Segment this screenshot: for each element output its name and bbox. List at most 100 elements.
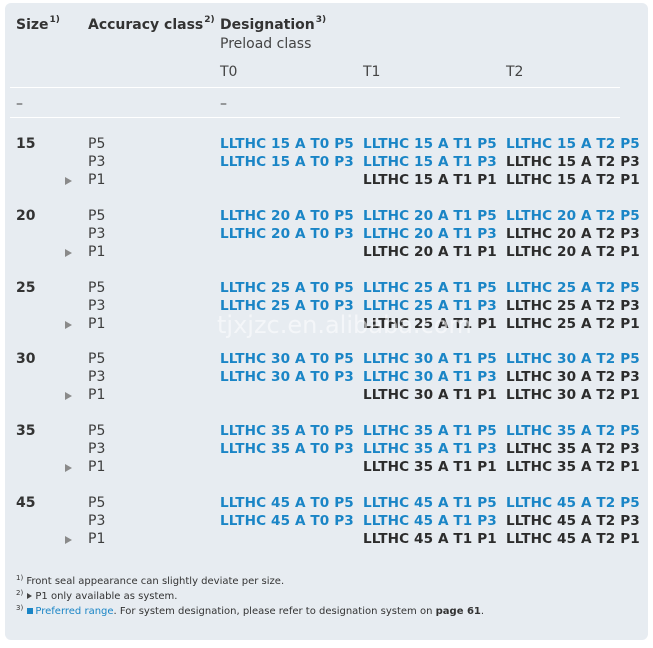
accuracy-class-value: P5 (88, 279, 106, 296)
designation-t2-cell: LLTHC 30 A T2 P1 (506, 387, 640, 404)
size-value: 15 (16, 136, 36, 152)
preload-t1-header: T1 (363, 64, 381, 80)
preload-class-label: Preload class (220, 36, 312, 52)
size-value: 45 (16, 495, 36, 511)
size-value: 25 (16, 279, 36, 296)
designation-t1-cell: LLTHC 35 A T1 P5 (363, 423, 497, 440)
accuracy-class-value: P5 (88, 351, 106, 368)
designation-t2-cell: LLTHC 25 A T2 P1 (506, 315, 640, 332)
accuracy-class-value: P1 (88, 172, 106, 188)
footnote-3-marker: 3) (16, 604, 24, 612)
designation-t2-cell: LLTHC 15 A T2 P1 (506, 172, 640, 188)
designation-t1-cell: LLTHC 15 A T1 P5 (363, 136, 497, 152)
designation-t1-cell: LLTHC 30 A T1 P5 (363, 351, 497, 368)
size-header: Size1) (16, 15, 60, 33)
size-footnote-ref: 1) (49, 15, 60, 25)
designation-t0-cell: LLTHC 30 A T0 P3 (220, 369, 354, 386)
footnote-1-text: Front seal appearance can slightly devia… (23, 576, 285, 587)
accuracy-class-value: P5 (88, 495, 106, 511)
accuracy-class-value: P5 (88, 207, 106, 224)
accuracy-class-value: P3 (88, 297, 106, 314)
designation-t1-cell: LLTHC 20 A T1 P5 (363, 207, 497, 224)
accuracy-header: Accuracy class2) (88, 15, 215, 33)
designation-t0-cell: LLTHC 30 A T0 P5 (220, 351, 354, 368)
designation-t2-cell: LLTHC 20 A T2 P1 (506, 243, 640, 260)
preferred-arrow-icon (65, 248, 72, 257)
accuracy-class-value: P5 (88, 423, 106, 440)
designation-t2-cell: LLTHC 25 A T2 P5 (506, 279, 640, 296)
preferred-arrow-icon (65, 464, 72, 473)
designation-t2-cell: LLTHC 20 A T2 P5 (506, 207, 640, 224)
designation-t1-cell: LLTHC 15 A T1 P3 (363, 154, 497, 170)
preferred-arrow-icon (65, 320, 72, 329)
accuracy-class-value: P3 (88, 225, 106, 242)
dash-row-divider (10, 117, 620, 118)
designation-t1-cell: LLTHC 45 A T1 P1 (363, 531, 497, 547)
designation-header-label: Designation (220, 17, 315, 33)
designation-t2-cell: LLTHC 45 A T2 P5 (506, 495, 640, 511)
designation-t1-cell: LLTHC 25 A T1 P3 (363, 297, 497, 314)
designation-t2-cell: LLTHC 45 A T2 P1 (506, 531, 640, 547)
dash-row-size: – (16, 96, 23, 112)
designation-t1-cell: LLTHC 15 A T1 P1 (363, 172, 497, 188)
designation-t2-cell: LLTHC 35 A T2 P5 (506, 423, 640, 440)
footnote-2-text: P1 only available as system. (35, 591, 178, 602)
designation-t1-cell: LLTHC 45 A T1 P3 (363, 513, 497, 529)
accuracy-class-value: P3 (88, 369, 106, 386)
designation-t0-cell: LLTHC 45 A T0 P3 (220, 513, 354, 529)
preferred-arrow-icon (65, 177, 72, 185)
size-header-label: Size (16, 17, 49, 33)
designation-t1-cell: LLTHC 25 A T1 P5 (363, 279, 497, 296)
designation-t2-cell: LLTHC 25 A T2 P3 (506, 297, 640, 314)
footnote-1-marker: 1) (16, 574, 24, 582)
designation-t2-cell: LLTHC 30 A T2 P5 (506, 351, 640, 368)
header-divider (10, 87, 620, 88)
accuracy-footnote-ref: 2) (204, 15, 215, 25)
accuracy-class-value: P3 (88, 441, 106, 458)
designation-t1-cell: LLTHC 30 A T1 P3 (363, 369, 497, 386)
size-value: 30 (16, 351, 36, 368)
footnote-2: 2) P1 only available as system. (16, 589, 178, 602)
preferred-arrow-icon (27, 593, 33, 599)
designation-t0-cell: LLTHC 25 A T0 P3 (220, 297, 354, 314)
size-value: 20 (16, 207, 36, 224)
designation-footnote-ref: 3) (315, 15, 327, 25)
footnote-3-text: . For system designation, please refer t… (113, 606, 436, 617)
footnote-3: 3) Preferred range. For system designati… (16, 604, 485, 617)
dash-row-designation: – (220, 96, 227, 112)
preload-t2-header: T2 (506, 64, 524, 80)
accuracy-class-value: P1 (88, 531, 106, 547)
accuracy-header-label: Accuracy class (88, 17, 204, 33)
preferred-arrow-icon (65, 536, 72, 544)
designation-t0-cell: LLTHC 15 A T0 P5 (220, 136, 354, 152)
designation-t2-cell: LLTHC 15 A T2 P3 (506, 154, 640, 170)
designation-t2-cell: LLTHC 30 A T2 P3 (506, 369, 640, 386)
designation-t0-cell: LLTHC 35 A T0 P3 (220, 441, 354, 458)
preferred-arrow-icon (65, 392, 72, 401)
designation-t2-cell: LLTHC 35 A T2 P3 (506, 441, 640, 458)
designation-t2-cell: LLTHC 45 A T2 P3 (506, 513, 640, 529)
preload-t0-header: T0 (220, 64, 238, 80)
accuracy-class-value: P3 (88, 154, 106, 170)
designation-t1-cell: LLTHC 35 A T1 P1 (363, 459, 497, 476)
footnote-2-marker: 2) (16, 589, 24, 597)
designation-t2-cell: LLTHC 15 A T2 P5 (506, 136, 640, 152)
designation-t1-cell: LLTHC 45 A T1 P5 (363, 495, 497, 511)
designation-t1-cell: LLTHC 35 A T1 P3 (363, 441, 497, 458)
preferred-square-icon (27, 607, 34, 614)
designation-t0-cell: LLTHC 35 A T0 P5 (220, 423, 354, 440)
designation-t1-cell: LLTHC 20 A T1 P3 (363, 225, 497, 242)
watermark-text: tjxjzc.en.alibaba.com (217, 311, 472, 339)
preferred-range-label: Preferred range (35, 606, 114, 617)
designation-t0-cell: LLTHC 45 A T0 P5 (220, 495, 354, 511)
accuracy-class-value: P1 (88, 459, 106, 476)
size-value: 35 (16, 423, 36, 440)
designation-t1-cell: LLTHC 25 A T1 P1 (363, 315, 497, 332)
designation-header: Designation3) (220, 15, 327, 33)
designation-t2-cell: LLTHC 20 A T2 P3 (506, 225, 640, 242)
footnote-3-end: . (480, 606, 485, 617)
designation-t2-cell: LLTHC 35 A T2 P1 (506, 459, 640, 476)
accuracy-class-value: P1 (88, 243, 106, 260)
designation-t0-cell: LLTHC 20 A T0 P3 (220, 225, 354, 242)
page-reference: page 61 (435, 606, 481, 617)
